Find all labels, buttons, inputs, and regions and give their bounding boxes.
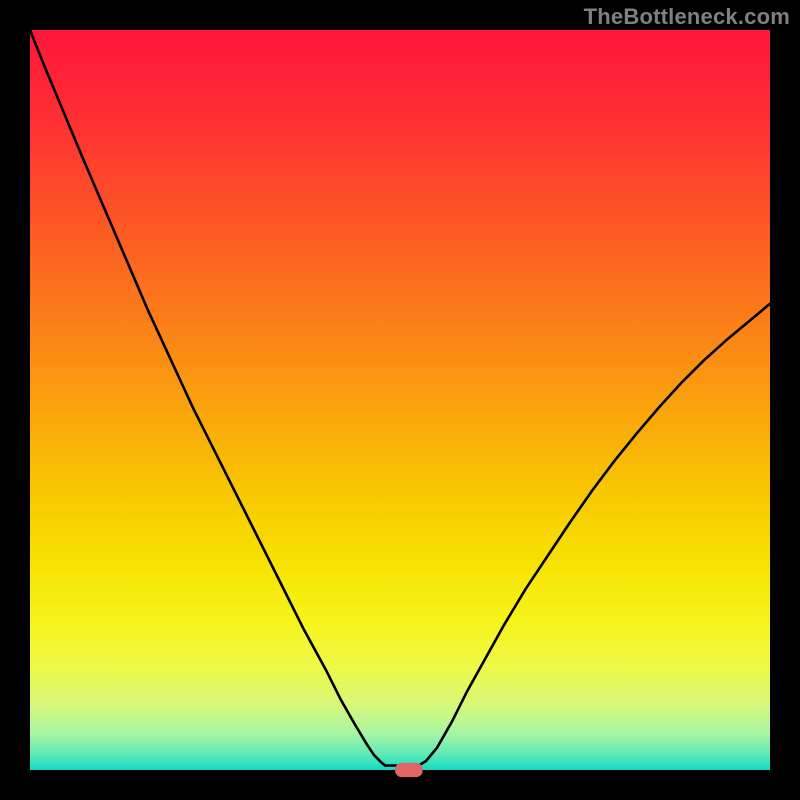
optimum-marker [396,763,423,776]
watermark-text: TheBottleneck.com [584,4,790,30]
chart-container: TheBottleneck.com [0,0,800,800]
bottleneck-chart [0,0,800,800]
plot-background [30,30,770,770]
